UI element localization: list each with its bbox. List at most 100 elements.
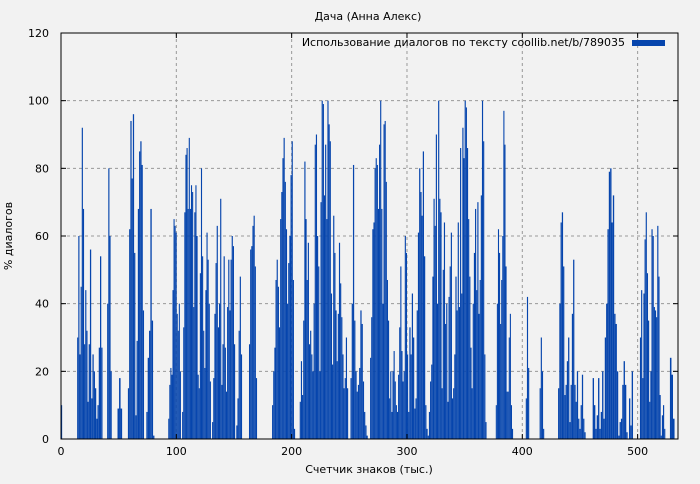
bar (313, 303, 315, 439)
bar (566, 361, 569, 439)
bar (120, 408, 123, 439)
bar (284, 181, 286, 439)
x-tick-label: 500 (627, 445, 648, 458)
bar (641, 290, 643, 439)
bar (570, 384, 572, 439)
bar (135, 415, 137, 439)
bar (405, 252, 408, 439)
bar (332, 364, 334, 439)
bar (409, 327, 411, 439)
bar (282, 158, 284, 439)
bar (192, 192, 194, 439)
bar (228, 259, 230, 439)
bar (375, 158, 377, 439)
bar (239, 276, 241, 439)
bar (559, 303, 561, 439)
y-tick-label: 100 (28, 95, 49, 108)
bar (622, 384, 624, 439)
bar (441, 388, 443, 439)
bar (458, 307, 461, 439)
bar (344, 378, 346, 439)
bar (371, 317, 373, 439)
bar (460, 148, 462, 440)
bar (100, 256, 102, 439)
grid (61, 33, 678, 439)
bar (415, 398, 417, 439)
bar (323, 195, 326, 439)
bar (275, 279, 277, 439)
bar (483, 141, 485, 439)
bar (107, 303, 109, 439)
bar (408, 411, 410, 439)
bar (218, 303, 221, 439)
bar (273, 371, 275, 439)
bar (198, 388, 200, 439)
bar (334, 252, 336, 439)
bar (232, 246, 234, 439)
bar (376, 164, 378, 439)
bar (561, 212, 564, 439)
bar (462, 127, 464, 439)
bar (274, 347, 276, 439)
bar (183, 327, 185, 439)
bars (61, 100, 675, 440)
bar (280, 219, 282, 439)
bar (223, 256, 225, 439)
bar (117, 408, 120, 439)
bar (631, 371, 634, 439)
bar (438, 100, 440, 440)
bar (293, 428, 296, 439)
bar (289, 236, 291, 439)
bar (422, 151, 425, 439)
bar (600, 411, 603, 439)
bar (420, 192, 422, 439)
bar (581, 374, 584, 439)
bar (476, 290, 478, 439)
bar (307, 242, 309, 439)
bar (205, 290, 207, 439)
bar (147, 357, 150, 439)
bar (306, 279, 308, 439)
bar (189, 208, 191, 439)
bar (319, 371, 321, 439)
bar (312, 371, 314, 439)
bar (624, 384, 627, 439)
bar (341, 317, 343, 439)
bar (661, 415, 664, 439)
bar (281, 192, 283, 439)
bar (576, 371, 579, 439)
bar (101, 347, 103, 439)
bar (345, 337, 348, 439)
bar (276, 259, 278, 439)
bar (299, 401, 301, 439)
bar (330, 293, 333, 439)
bar (93, 371, 95, 439)
legend-swatch (632, 40, 665, 46)
bar (445, 323, 447, 439)
bar (86, 330, 88, 439)
bar (431, 364, 433, 439)
bar (357, 384, 360, 439)
bar (212, 422, 214, 439)
bar (151, 320, 154, 439)
bar (508, 337, 510, 439)
bar (419, 168, 421, 440)
bar (215, 263, 217, 439)
bar (277, 286, 279, 439)
bar (435, 134, 437, 439)
bar (569, 422, 571, 439)
bar (98, 347, 101, 439)
bar (454, 354, 456, 439)
bar (108, 168, 110, 440)
y-tick-label: 80 (35, 162, 49, 175)
bar (134, 252, 136, 439)
bar (442, 269, 444, 439)
bar (61, 405, 63, 439)
bar (599, 428, 601, 439)
bar (659, 395, 661, 439)
bar (649, 401, 651, 439)
bar (360, 310, 362, 439)
bar (401, 351, 403, 439)
bar (302, 395, 304, 439)
